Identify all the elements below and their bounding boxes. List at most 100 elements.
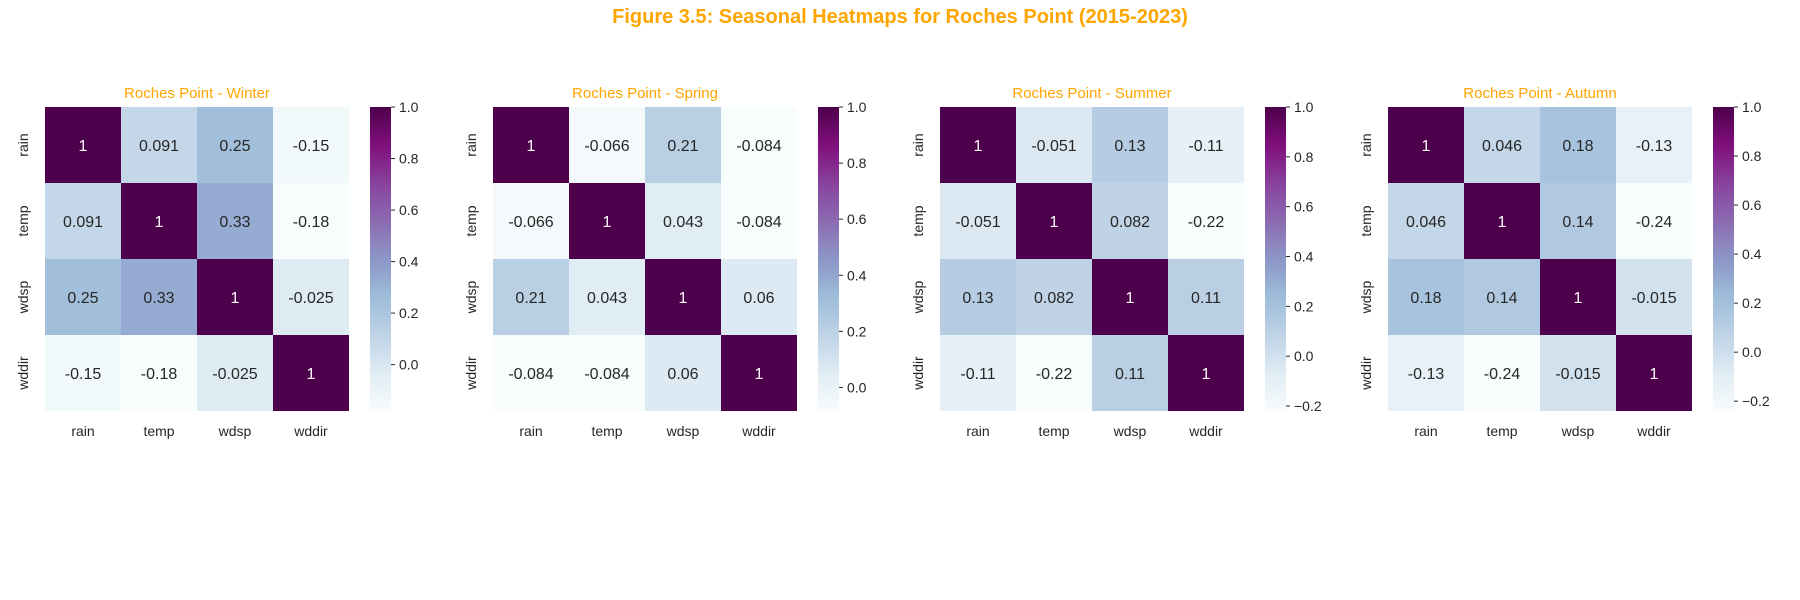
cell-label: 1 [231,290,240,307]
heatmap-cell [1168,183,1244,259]
colorbar-tick-label: 0.2 [1742,295,1762,311]
heatmap-cell [645,107,721,183]
cell-label: 0.091 [139,138,179,155]
heatmap-cell [45,335,121,411]
cell-label: 0.091 [63,214,103,231]
heatmap-cell [721,183,797,259]
cell-label: 0.21 [515,290,546,307]
cell-label: -0.13 [1636,138,1673,155]
cell-label: 1 [974,138,983,155]
x-tick-label: temp [143,423,174,439]
heatmap-cell [1540,107,1616,183]
cell-label: -0.066 [584,138,629,155]
y-tick-label: wdsp [463,280,479,314]
heatmap-cell [1464,107,1540,183]
cell-label: 0.11 [1191,290,1221,307]
cell-label: -0.15 [65,366,102,383]
colorbar-tick-label: 0.4 [1294,249,1314,265]
heatmap-cell [1540,183,1616,259]
panel-title: Roches Point - Spring [572,85,718,102]
heatmap-panel-2: Roches Point - Spring 1 -0.066 0.21 -0.084 -0… [463,85,867,439]
heatmap-cell [1168,259,1244,335]
y-tick-label: temp [1358,205,1374,236]
y-tick-label: rain [15,133,31,156]
heatmap-cell [1016,183,1092,259]
heatmap-panel-3: Roches Point - Summer 1 -0.051 0.13 -0.11 -0.… [910,85,1322,439]
y-tick-label: temp [15,205,31,236]
heatmap-cell [569,183,645,259]
x-tick-label: rain [1414,423,1437,439]
cell-label: 0.18 [1410,290,1441,307]
heatmap-cell [1092,183,1168,259]
cell-label: 1 [1050,214,1059,231]
colorbar-tick-label: 0.4 [399,254,419,270]
heatmap-cell [1616,107,1692,183]
cell-label: 0.13 [962,290,993,307]
cell-label: 0.25 [219,138,250,155]
heatmap-cell [121,183,197,259]
cell-label: -0.18 [293,214,330,231]
heatmap-cell [1388,183,1464,259]
heatmap-cell [1092,335,1168,411]
y-tick-label: rain [463,133,479,156]
heatmap-cell [45,107,121,183]
heatmap-cell [645,259,721,335]
cell-label: -0.025 [288,290,333,307]
colorbar-tick-label: 0.0 [1294,348,1314,364]
heatmap-cell [940,183,1016,259]
cell-label: 0.14 [1562,214,1593,231]
x-tick-label: rain [966,423,989,439]
colorbar-tick-label: 0.2 [399,305,419,321]
cell-label: -0.084 [508,366,553,383]
heatmap-cell [197,183,273,259]
cell-label: 0.043 [663,214,703,231]
heatmap-cell [197,259,273,335]
y-tick-label: wdsp [15,280,31,314]
cell-label: 0.046 [1482,138,1522,155]
heatmap-cell [1464,335,1540,411]
heatmap-cell [45,259,121,335]
colorbar-tick-label: 0.6 [847,211,867,227]
cell-label: -0.084 [736,214,781,231]
x-tick-label: temp [591,423,622,439]
heatmap-cell [569,335,645,411]
y-tick-label: wdsp [910,280,926,314]
cell-label: -0.11 [1188,138,1223,155]
cell-label: -0.22 [1036,366,1073,383]
colorbar-tick-label: −0.2 [1294,398,1322,414]
heatmap-cell [1388,335,1464,411]
heatmap-cell [121,107,197,183]
cell-label: -0.051 [1031,138,1076,155]
colorbar-tick-label: 0.8 [847,155,867,171]
colorbar-tick-label: 0.0 [399,357,419,373]
colorbar-tick-label: 1.0 [399,99,419,115]
cell-label: 0.046 [1406,214,1446,231]
heatmap-cell [1616,183,1692,259]
cell-label: 0.06 [667,366,698,383]
cell-label: 1 [1650,366,1659,383]
cell-label: 0.082 [1034,290,1074,307]
heatmap-cell [273,183,349,259]
cell-label: 0.18 [1562,138,1593,155]
cell-label: 1 [1574,290,1583,307]
y-tick-label: rain [910,133,926,156]
cell-label: 1 [155,214,164,231]
cell-label: -0.15 [293,138,330,155]
cell-label: 0.043 [587,290,627,307]
x-tick-label: wdsp [1561,423,1595,439]
heatmap-cell [493,183,569,259]
heatmap-cell [721,259,797,335]
x-tick-label: temp [1486,423,1517,439]
cell-label: 1 [527,138,536,155]
heatmap-cell [121,259,197,335]
heatmap-cell [493,107,569,183]
heatmap-cell [1092,107,1168,183]
cell-label: 0.13 [1114,138,1145,155]
cell-label: -0.084 [736,138,781,155]
cell-label: 1 [755,366,764,383]
cell-label: -0.11 [960,366,995,383]
colorbar-tick-label: 0.8 [399,151,419,167]
cell-label: 1 [679,290,688,307]
heatmap-cell [940,335,1016,411]
